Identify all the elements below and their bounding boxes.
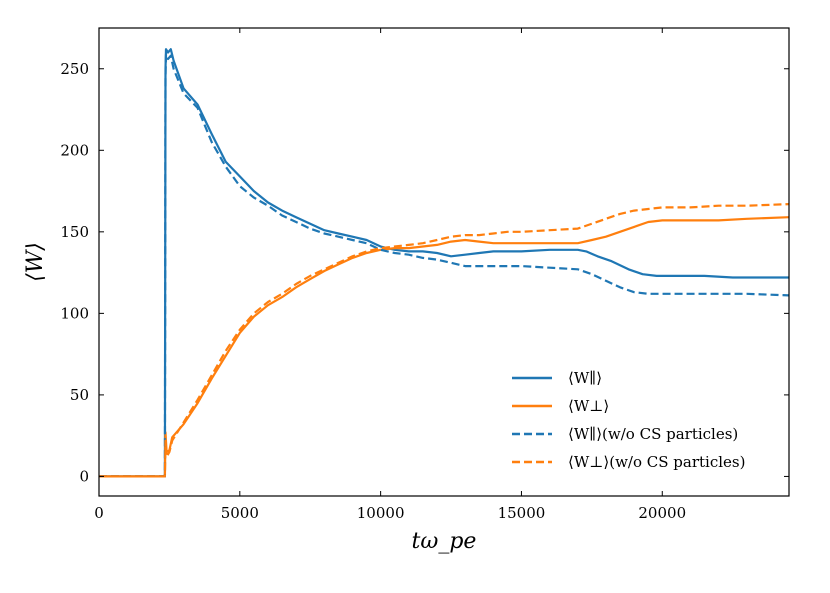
- legend-label-w-parallel-no-cs: ⟨W∥⟩(w/o CS particles): [568, 425, 738, 443]
- legend-label-w-parallel: ⟨W∥⟩: [568, 369, 602, 387]
- series-line-w-perp-no-cs: [99, 203, 789, 478]
- plot-frame: [98, 27, 790, 497]
- y-tick-label: 200: [60, 141, 89, 159]
- y-tick-label: 250: [60, 60, 89, 78]
- legend-label-w-perp-no-cs: ⟨W⊥⟩(w/o CS particles): [568, 453, 745, 471]
- y-tick-label: 0: [79, 467, 89, 485]
- series-line-w-parallel-no-cs: [99, 53, 789, 478]
- y-tick-label: 100: [60, 304, 89, 322]
- x-axis-label: tω_pe: [412, 529, 477, 554]
- x-tick-label: 20000: [638, 504, 686, 522]
- plot-area: [99, 48, 789, 478]
- series-line-w-parallel: [99, 48, 789, 478]
- legend: ⟨W∥⟩ ⟨W⊥⟩ ⟨W∥⟩(w/o CS particles) ⟨W⊥⟩(w/o C…: [512, 369, 745, 471]
- legend-label-w-perp: ⟨W⊥⟩: [568, 397, 609, 415]
- x-tick-label: 5000: [221, 504, 259, 522]
- x-tick-label: 10000: [357, 504, 405, 522]
- y-tick-label: 50: [70, 386, 89, 404]
- y-axis-label: ⟨W⟩: [23, 242, 48, 282]
- x-tick-label: 0: [94, 504, 104, 522]
- x-tick-label: 15000: [498, 504, 546, 522]
- axis-ticks: 0 5000 10000 15000 20000 0 50 100 150 200 250: [60, 28, 789, 522]
- y-tick-label: 150: [60, 223, 89, 241]
